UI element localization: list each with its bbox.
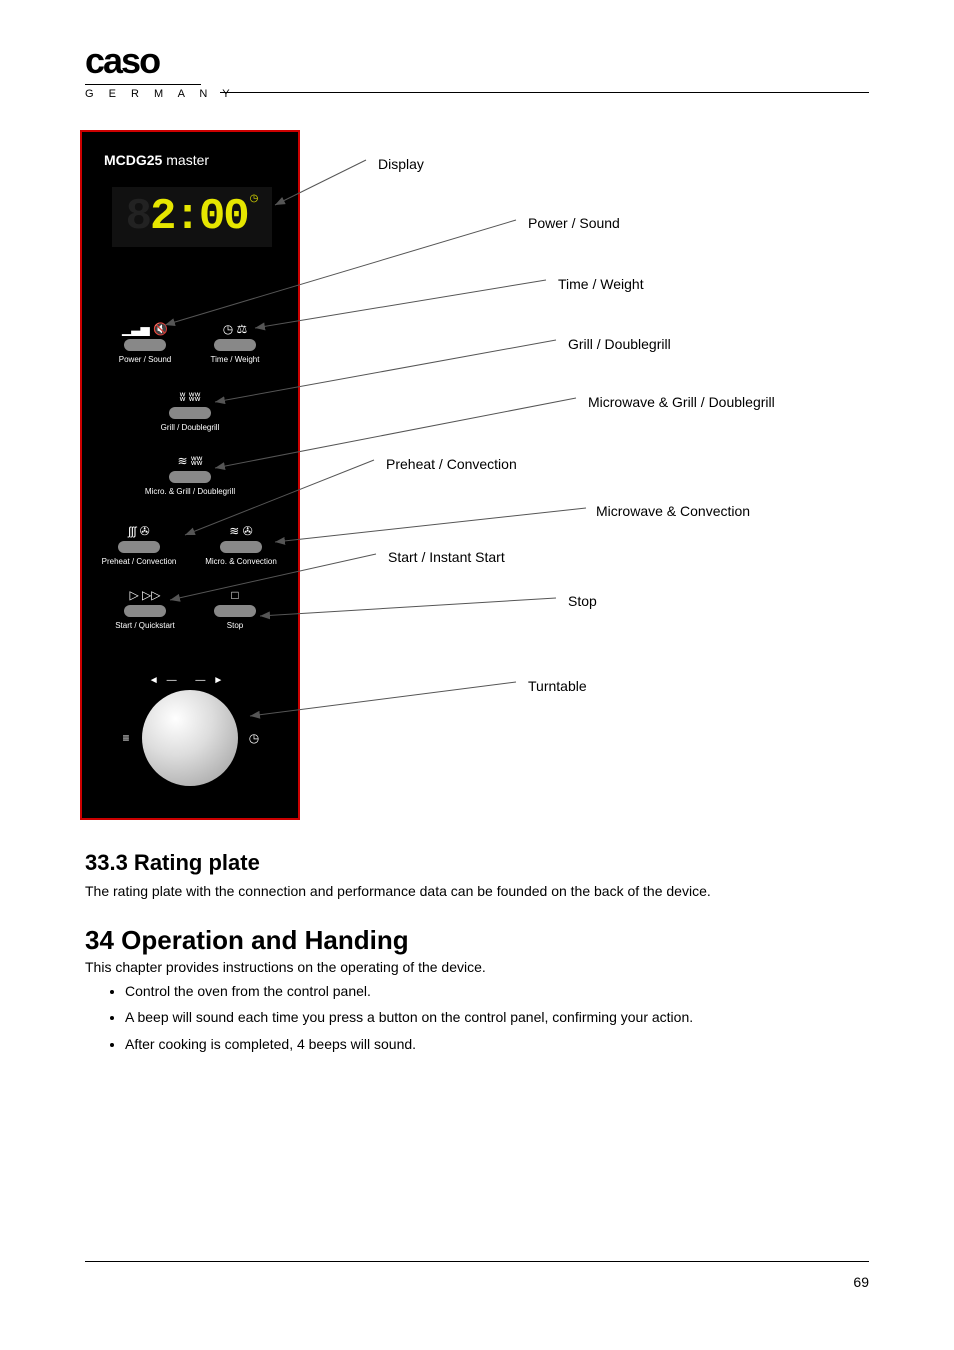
led-display: 82:00 ◷ — [112, 187, 272, 247]
clock-icon: ◷ — [250, 193, 259, 204]
power-sound-group: ▁▃▅ 🔇 Power / Sound — [100, 322, 190, 364]
start-label: Start / Quickstart — [115, 621, 175, 630]
button-row-1: ▁▃▅ 🔇 Power / Sound ◷ ⚖ Time / Weight — [82, 322, 298, 364]
instruction-list: Control the oven from the control panel.… — [85, 980, 869, 1059]
time-weight-button[interactable] — [214, 339, 256, 351]
grill-group: ʬ ʬʬ Grill / Doublegrill — [82, 390, 298, 432]
callout-display: Display — [378, 156, 424, 172]
micro-grill-button[interactable] — [169, 471, 211, 483]
button-row-4: ʃʃʃ ✇ Preheat / Convection ≋ ✇ Micro. & … — [82, 524, 298, 566]
start-icon: ▷ ▷▷ — [129, 588, 160, 602]
micro-conv-label: Micro. & Convection — [205, 557, 277, 566]
dial-arrows-icon: ◄— —► — [149, 675, 232, 686]
micro-grill-label: Micro. & Grill / Doublegrill — [145, 487, 235, 496]
micro-conv-icon: ≋ ✇ — [229, 524, 252, 538]
start-group: ▷ ▷▷ Start / Quickstart — [100, 588, 190, 630]
callout-dial: Turntable — [528, 678, 587, 694]
stop-group: □ Stop — [190, 588, 280, 630]
turntable-dial[interactable] — [142, 690, 238, 786]
callout-stop: Stop — [568, 593, 597, 609]
callout-preheat_conv: Preheat / Convection — [386, 456, 517, 472]
preheat-conv-icon: ʃʃʃ ✇ — [128, 524, 149, 538]
time-weight-group: ◷ ⚖ Time / Weight — [190, 322, 280, 364]
chapter-heading: 34 Operation and Handing — [85, 925, 409, 956]
start-button[interactable] — [124, 605, 166, 617]
chapter-intro: This chapter provides instructions on th… — [85, 958, 869, 978]
logo-brand: caso — [85, 40, 201, 85]
logo-country: G E R M A N Y — [85, 88, 236, 100]
micro-grill-group: ≋ ʬʬ Micro. & Grill / Doublegrill — [82, 454, 298, 496]
callout-micro_conv: Microwave & Convection — [596, 503, 750, 519]
header-rule — [220, 92, 869, 93]
callout-time_weight: Time / Weight — [558, 276, 644, 292]
callout-start: Start / Instant Start — [388, 549, 505, 565]
panel-diagram: MCDG25 master 82:00 ◷ ▁▃▅ 🔇 Power / Soun… — [80, 130, 870, 820]
stop-icon: □ — [231, 588, 238, 602]
seg-value: 2:00 — [150, 192, 248, 242]
callout-power_sound: Power / Sound — [528, 215, 620, 231]
logo: caso G E R M A N Y — [85, 40, 236, 100]
stop-label: Stop — [227, 621, 243, 630]
grill-label: Grill / Doublegrill — [161, 423, 220, 432]
dial-area: ◄— —► ≡ ◷ — [82, 675, 298, 786]
power-sound-icon: ▁▃▅ 🔇 — [122, 322, 168, 336]
micro-conv-group: ≋ ✇ Micro. & Convection — [196, 524, 286, 566]
power-sound-button[interactable] — [124, 339, 166, 351]
section-heading-rating-plate: 33.3 Rating plate — [85, 850, 260, 876]
bullet-0: Control the oven from the control panel. — [125, 980, 869, 1002]
list-icon: ≡ — [118, 731, 134, 745]
preheat-conv-button[interactable] — [118, 541, 160, 553]
time-weight-label: Time / Weight — [211, 355, 260, 364]
model-name: MCDG25 master — [104, 152, 209, 168]
callout-grill_dbl: Grill / Doublegrill — [568, 336, 671, 352]
grill-icon: ʬ ʬʬ — [180, 390, 201, 404]
power-sound-label: Power / Sound — [119, 355, 171, 364]
model-suffix: master — [162, 152, 209, 168]
button-row-5: ▷ ▷▷ Start / Quickstart □ Stop — [82, 588, 298, 630]
grill-button[interactable] — [169, 407, 211, 419]
control-panel: MCDG25 master 82:00 ◷ ▁▃▅ 🔇 Power / Soun… — [80, 130, 300, 820]
time-weight-icon: ◷ ⚖ — [223, 322, 248, 336]
model-prefix: MCDG25 — [104, 152, 162, 168]
stop-button[interactable] — [214, 605, 256, 617]
callout-micro_grill: Microwave & Grill / Doublegrill — [588, 394, 775, 410]
rating-plate-body: The rating plate with the connection and… — [85, 882, 869, 902]
bullet-1: A beep will sound each time you press a … — [125, 1006, 869, 1028]
preheat-conv-group: ʃʃʃ ✇ Preheat / Convection — [94, 524, 184, 566]
seg-ghost: 8 — [126, 192, 150, 242]
bullet-2: After cooking is completed, 4 beeps will… — [125, 1033, 869, 1055]
micro-grill-icon: ≋ ʬʬ — [177, 454, 202, 468]
page-number: 69 — [853, 1274, 869, 1290]
preheat-conv-label: Preheat / Convection — [102, 557, 177, 566]
clock-side-icon: ◷ — [246, 731, 262, 745]
footer-rule — [85, 1261, 869, 1262]
micro-conv-button[interactable] — [220, 541, 262, 553]
